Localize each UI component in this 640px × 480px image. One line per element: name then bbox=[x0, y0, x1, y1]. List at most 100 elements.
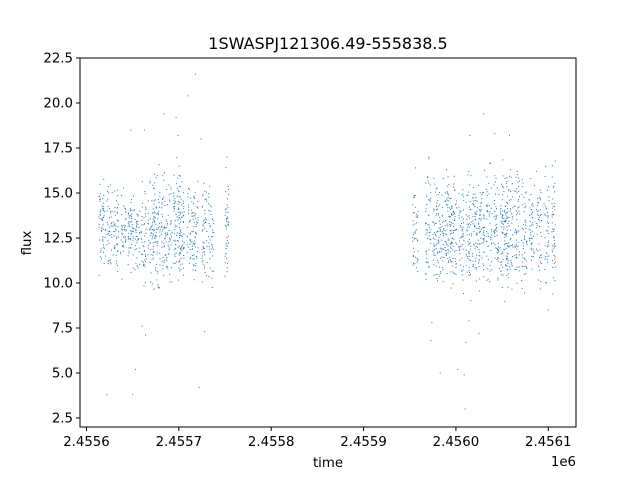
data-point bbox=[196, 221, 198, 223]
data-point bbox=[138, 251, 140, 253]
data-point bbox=[487, 232, 489, 234]
data-point bbox=[481, 201, 483, 203]
data-point bbox=[166, 204, 168, 206]
data-point bbox=[525, 227, 527, 229]
data-point bbox=[153, 188, 155, 190]
data-point bbox=[468, 191, 470, 193]
data-point bbox=[432, 221, 434, 223]
data-point bbox=[110, 234, 112, 236]
data-point bbox=[176, 195, 178, 197]
data-point bbox=[174, 205, 176, 207]
data-point bbox=[182, 215, 184, 217]
data-point bbox=[483, 216, 485, 218]
data-point bbox=[191, 254, 193, 256]
data-point bbox=[470, 175, 472, 177]
data-point bbox=[179, 234, 181, 236]
data-point bbox=[552, 266, 554, 268]
x-axis: 2.4556 2.4557 2.4558 2.4559 2.4560 2.4561 bbox=[63, 427, 572, 450]
data-point bbox=[152, 184, 154, 186]
data-point bbox=[174, 224, 176, 226]
data-point bbox=[154, 193, 156, 195]
data-point bbox=[478, 265, 480, 267]
data-point bbox=[476, 254, 478, 256]
data-point bbox=[547, 226, 549, 228]
data-point bbox=[443, 248, 445, 250]
data-point bbox=[163, 226, 165, 228]
data-point bbox=[449, 215, 451, 217]
data-point bbox=[187, 204, 189, 206]
data-point bbox=[212, 229, 214, 231]
data-point bbox=[196, 206, 198, 208]
data-point bbox=[539, 197, 541, 199]
data-point bbox=[141, 206, 143, 208]
data-point bbox=[437, 273, 439, 275]
data-point bbox=[196, 222, 198, 224]
data-point bbox=[110, 263, 112, 265]
data-point bbox=[163, 243, 165, 245]
data-point bbox=[426, 229, 428, 231]
data-point bbox=[211, 248, 213, 250]
data-point bbox=[153, 237, 155, 239]
data-point bbox=[162, 198, 164, 200]
data-point bbox=[515, 268, 517, 270]
data-point bbox=[153, 187, 155, 189]
data-point bbox=[478, 223, 480, 225]
data-point bbox=[176, 216, 178, 218]
data-point bbox=[452, 258, 454, 260]
data-point bbox=[479, 243, 481, 245]
data-point bbox=[504, 205, 506, 207]
data-point bbox=[540, 214, 542, 216]
data-point bbox=[436, 280, 438, 282]
data-point bbox=[107, 260, 109, 262]
data-point bbox=[172, 206, 174, 208]
data-point bbox=[516, 248, 518, 250]
data-point bbox=[127, 264, 129, 266]
data-point bbox=[553, 239, 555, 241]
outlier-point bbox=[465, 341, 467, 343]
data-point bbox=[536, 233, 538, 235]
data-point bbox=[164, 254, 166, 256]
data-point bbox=[225, 228, 227, 230]
data-point bbox=[179, 175, 181, 177]
data-point bbox=[472, 193, 474, 195]
data-point bbox=[174, 262, 176, 264]
data-point bbox=[515, 232, 517, 234]
data-point bbox=[116, 238, 118, 240]
data-point bbox=[212, 236, 214, 238]
data-point bbox=[476, 267, 478, 269]
data-point bbox=[107, 224, 109, 226]
data-point bbox=[429, 238, 431, 240]
data-point bbox=[99, 211, 101, 213]
data-point bbox=[428, 199, 430, 201]
data-point bbox=[143, 264, 145, 266]
data-point bbox=[99, 239, 101, 241]
data-point bbox=[153, 230, 155, 232]
data-point bbox=[194, 197, 196, 199]
data-point bbox=[453, 238, 455, 240]
data-point bbox=[430, 192, 432, 194]
data-point bbox=[518, 186, 520, 188]
data-point bbox=[178, 267, 180, 269]
data-point bbox=[533, 250, 535, 252]
data-point bbox=[212, 231, 214, 233]
data-point bbox=[103, 247, 105, 249]
data-point bbox=[98, 216, 100, 218]
data-point bbox=[414, 256, 416, 258]
data-point bbox=[551, 222, 553, 224]
data-point bbox=[506, 229, 508, 231]
data-point bbox=[180, 235, 182, 237]
data-point bbox=[538, 265, 540, 267]
data-point bbox=[544, 214, 546, 216]
data-point bbox=[526, 268, 528, 270]
data-point bbox=[425, 229, 427, 231]
data-point bbox=[437, 194, 439, 196]
data-point bbox=[203, 223, 205, 225]
data-point bbox=[509, 175, 511, 177]
data-point bbox=[124, 241, 126, 243]
data-point bbox=[469, 272, 471, 274]
data-point bbox=[170, 188, 172, 190]
data-point bbox=[539, 189, 541, 191]
data-point bbox=[473, 231, 475, 233]
data-point bbox=[545, 230, 547, 232]
data-point bbox=[466, 234, 468, 236]
